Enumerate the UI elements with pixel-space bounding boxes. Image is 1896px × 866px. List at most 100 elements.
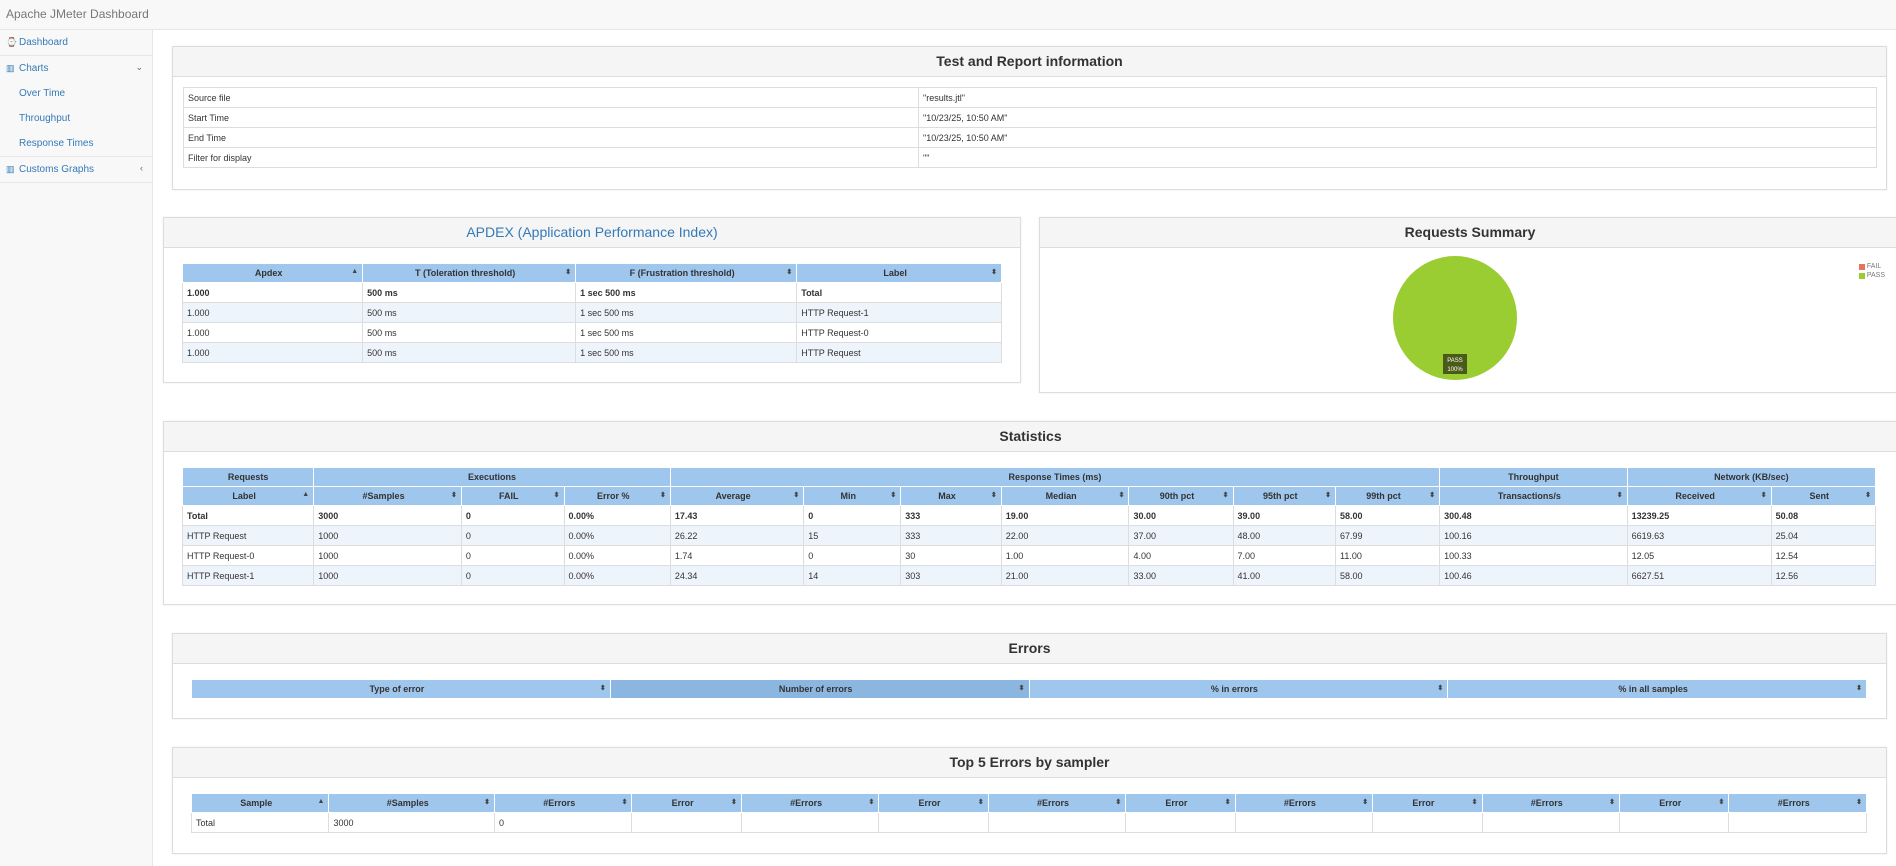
column-header-sortable[interactable]: Error ⬍ [1372,793,1483,813]
sort-icon: ⬍ [1718,799,1725,806]
column-header-sortable[interactable]: #Errors ⬍ [1234,793,1374,813]
column-header-sortable[interactable]: Median ⬍ [1000,486,1130,506]
table-row: 1.000 500 ms 1 sec 500 ms HTTP Request-0 [181,322,1002,343]
info-label: Filter for display [183,147,919,168]
column-header-sortable[interactable]: Label ⬍ [796,263,1002,283]
chevron-left-icon: ‹ [140,163,143,173]
table-cell: 67.99 [1334,525,1441,546]
pie-slice-pass[interactable] [1393,256,1517,380]
column-header-sortable[interactable]: Error % ⬍ [563,486,671,506]
column-header-sortable[interactable]: Error ⬍ [1619,793,1730,813]
legend-item-pass[interactable]: PASS [1858,272,1885,279]
column-header-sortable[interactable]: Error ⬍ [1125,793,1236,813]
column-header-sortable[interactable]: 99th pct ⬍ [1334,486,1441,506]
sort-icon: ⬍ [1018,685,1025,692]
column-header-sortable[interactable]: Error ⬍ [878,793,989,813]
table-cell: 1.000 [181,282,364,303]
column-header-sortable[interactable]: Transactions/s ⬍ [1439,486,1628,506]
column-header-sortable[interactable]: F (Frustration threshold) ⬍ [575,263,798,283]
sidebar-item-custom-graphs[interactable]: ▥ Customs Graphs ‹ [0,157,152,183]
column-header-sortable[interactable]: #Errors ⬍ [1728,793,1867,813]
table-cell: 13239.25 [1626,505,1772,526]
sort-icon: ⬍ [1471,799,1478,806]
column-header-sortable[interactable]: Sample ▲ [190,793,330,813]
column-header-sortable[interactable]: Label ▲ [181,486,315,506]
table-cell: HTTP Request-1 [796,302,1002,323]
sort-icon: ⬍ [484,799,490,806]
column-header-label: Number of errors [778,684,853,694]
report-info-table: Source file "results.jtl" Start Time "10/23… [183,87,1877,168]
column-header-sortable[interactable]: 90th pct ⬍ [1128,486,1234,506]
table-cell: HTTP Request-1 [181,565,315,586]
column-header-sortable[interactable]: #Errors ⬍ [740,793,880,813]
app-title[interactable]: Apache JMeter Dashboard [6,7,149,21]
panel-title: Test and Report information [173,47,1886,77]
table-row: HTTP Request 1000 0 0.00% 26.22 15 333 22.00 37.… [181,525,1877,546]
sidebar-subitem-throughput[interactable]: Throughput [19,113,71,124]
table-cell: 22.00 [1000,525,1130,546]
info-row: Source file "results.jtl" [183,87,1877,108]
column-header-sortable[interactable]: Sent ⬍ [1770,486,1877,506]
table-cell [1125,812,1236,833]
apdex-table: Apdex ▲ T (Toleration threshold) ⬍ F (Frustr… [181,263,1002,363]
table-cell: 21.00 [1000,565,1130,586]
sort-icon: ⬍ [1760,492,1767,499]
table-cell: 0.00% [563,545,671,566]
sidebar-item-charts[interactable]: ▥ Charts ⌄ [0,56,152,81]
column-header-label: 90th pct [1159,491,1195,501]
table-cell: 0 [460,545,565,566]
column-header-sortable[interactable]: Received ⬍ [1626,486,1772,506]
column-header-sortable[interactable]: Min ⬍ [803,486,902,506]
info-label: Start Time [183,107,919,128]
sort-icon: ⬍ [1325,492,1331,499]
panel-title: APDEX (Application Performance Index) [164,218,1020,248]
sort-icon: ⬍ [1224,799,1231,806]
table-cell: HTTP Request [796,342,1002,363]
sort-icon: ⬍ [1609,799,1616,806]
sidebar-subitem-over-time[interactable]: Over Time [19,88,66,99]
sidebar-item-label: Dashboard [19,37,68,48]
column-header-sortable[interactable]: FAIL ⬍ [460,486,565,506]
table-cell: 1.00 [1000,545,1130,566]
chart-legend: FAIL PASS [1858,263,1885,281]
sidebar-group-charts: ▥ Charts ⌄ Over Time Throughput Response… [0,56,152,157]
table-cell [987,812,1127,833]
column-header-sortable[interactable]: #Samples ⬍ [328,793,495,813]
column-header-sortable[interactable]: T (Toleration threshold) ⬍ [362,263,577,283]
table-cell: 500 ms [362,282,577,303]
table-cell: 1 sec 500 ms [575,282,798,303]
column-header-sortable[interactable]: % in errors ⬍ [1028,679,1449,699]
column-header-sortable[interactable]: Average ⬍ [669,486,805,506]
sidebar-item-dashboard[interactable]: ⌚ Dashboard [0,30,152,56]
table-cell: 14 [803,565,902,586]
column-header-label: % in errors [1210,684,1258,694]
legend-item-fail[interactable]: FAIL [1858,263,1885,270]
sort-asc-icon: ▲ [317,798,325,805]
column-header-sortable[interactable]: #Errors ⬍ [1481,793,1621,813]
column-header-label: Error [1659,798,1682,808]
column-header-sortable[interactable]: 95th pct ⬍ [1232,486,1336,506]
column-header-sortable[interactable]: Max ⬍ [900,486,1002,506]
table-cell: 4.00 [1128,545,1234,566]
column-header-sortable[interactable]: % in all samples ⬍ [1447,679,1867,699]
sort-icon: ⬍ [793,492,800,499]
sort-icon: ⬍ [1362,799,1369,806]
table-cell [1372,812,1483,833]
column-header-sortable[interactable]: #Samples ⬍ [313,486,462,506]
column-header-sortable[interactable]: Apdex ▲ [181,263,364,283]
table-cell: 26.22 [669,525,805,546]
table-cell: 0.00% [563,505,671,526]
table-cell: 6619.63 [1626,525,1772,546]
column-group-header: Throughput [1439,467,1628,487]
column-header-label: Apdex [254,268,283,278]
column-header-sortable[interactable]: Type of error ⬍ [191,679,611,699]
column-header-sortable[interactable]: #Errors ⬍ [493,793,633,813]
slice-percent: 100% [1447,367,1463,373]
errors-panel: Errors Type of error ⬍ Number of errors ⬍% … [172,633,1887,719]
sidebar-subitem-response-times[interactable]: Response Times [19,138,94,149]
column-header-sortable[interactable]: Error ⬍ [631,793,742,813]
column-header-sortable[interactable]: Number of errors ⬍ [609,679,1030,699]
table-row: 1.000 500 ms 1 sec 500 ms Total [181,282,1002,303]
statistics-panel: Statistics Requests Executions Response Ti… [163,421,1896,605]
column-header-sortable[interactable]: #Errors ⬍ [987,793,1127,813]
